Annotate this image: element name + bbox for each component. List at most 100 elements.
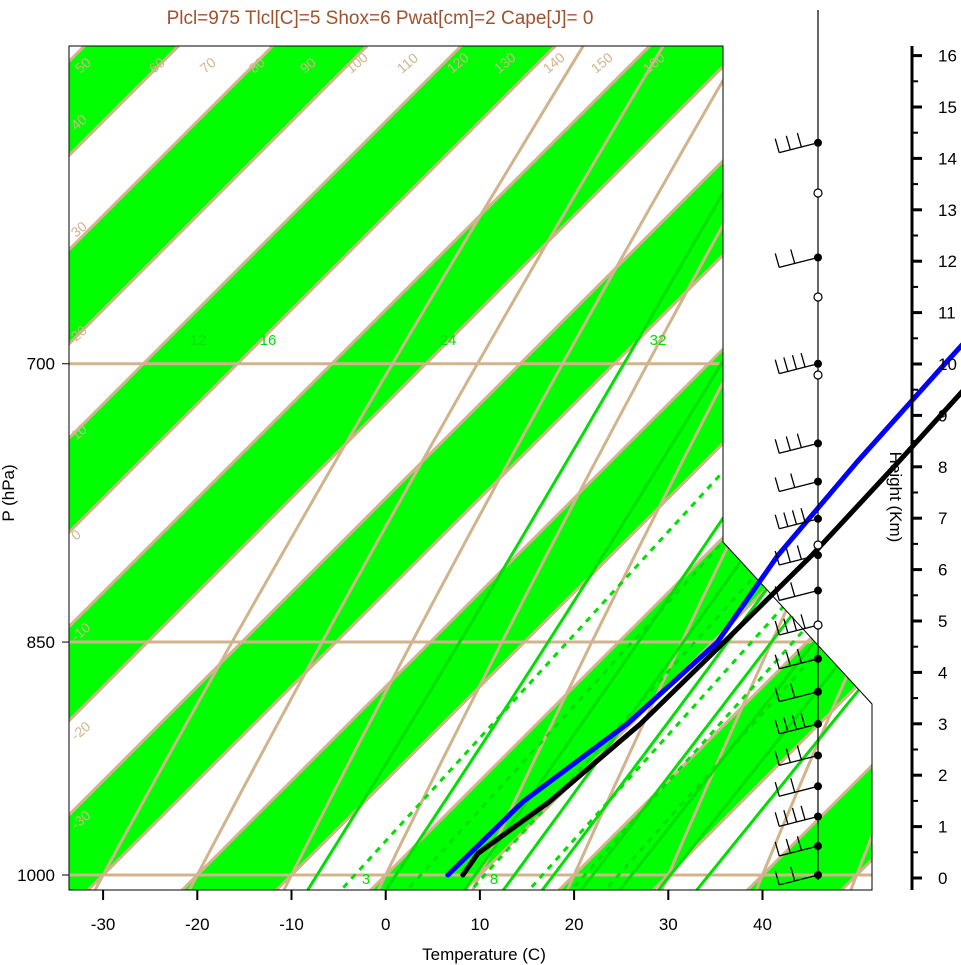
moist-adiabat xyxy=(489,46,872,890)
x-tick-label: 0 xyxy=(381,915,390,934)
y-tick-label: 850 xyxy=(27,633,55,652)
wind-barb-shaft xyxy=(779,256,819,269)
moist-adiabat xyxy=(602,46,872,890)
wind-barb-feather xyxy=(783,810,789,825)
height-tick-label: 5 xyxy=(938,612,947,631)
wind-barb-feather xyxy=(791,715,798,730)
wind-barb-shaft xyxy=(779,874,819,886)
wind-barb-feather xyxy=(785,135,791,151)
dry-adiabat xyxy=(439,46,872,890)
wind-barb-feather xyxy=(774,719,780,735)
wind-barb-feather xyxy=(785,436,791,451)
wind-barb-feather xyxy=(785,838,791,854)
wind-barb-feather xyxy=(774,253,780,268)
wind-barb-shaft xyxy=(779,815,819,828)
mixing-ratio-label: 24 xyxy=(440,332,457,349)
wind-barb-shaft xyxy=(779,754,819,767)
height-tick-label: 15 xyxy=(938,98,957,117)
y-tick-label: 700 xyxy=(27,355,55,374)
wind-barb-feather xyxy=(791,807,798,823)
mixing-ratio-label: 3 xyxy=(362,871,370,888)
x-axis: -30 -20 -10 0 10 20 30 40 xyxy=(69,889,872,934)
wind-barb-shaft xyxy=(779,518,819,530)
height-tick-label: 1 xyxy=(938,818,947,837)
wind-barb-feather xyxy=(774,687,780,702)
moist-adiabat xyxy=(413,46,872,890)
dry-adiabat xyxy=(920,0,961,959)
isotherm-label: 20 xyxy=(730,242,752,264)
wind-level-open-dot xyxy=(813,370,823,380)
height-tick-label: 2 xyxy=(938,766,947,785)
wind-barb-feather xyxy=(796,648,803,664)
height-tick-label: 7 xyxy=(938,509,947,528)
height-tick-label: 8 xyxy=(938,458,947,477)
wind-barb-feather xyxy=(783,357,789,372)
wind-barb-shaft xyxy=(779,691,819,703)
dry-adiabat xyxy=(152,46,872,890)
isotherm-label: 0 xyxy=(68,526,84,543)
temperature-profile-line xyxy=(460,389,961,878)
isotherm-label: 10 xyxy=(730,352,752,374)
mixing-ratio-label: 12 xyxy=(190,332,207,349)
wind-level-open-dot xyxy=(813,292,823,302)
wind-barb-feather xyxy=(800,614,806,629)
dry-adiabat xyxy=(69,46,872,890)
wind-barb-shaft xyxy=(779,554,819,566)
wind-barb-feather xyxy=(774,550,780,566)
x-tick-label: -10 xyxy=(279,915,304,934)
wind-barb-feather xyxy=(774,654,780,669)
wind-barb-feather xyxy=(791,616,798,631)
moist-adiabat xyxy=(263,46,872,890)
wind-barb-shaft xyxy=(779,624,819,636)
height-tick-label: 4 xyxy=(938,663,947,682)
sounding-series xyxy=(445,342,961,878)
wind-barb-feather xyxy=(774,138,780,153)
wind-barb-feather xyxy=(800,713,806,728)
x-tick-label: 20 xyxy=(565,915,584,934)
isotherm-line xyxy=(112,46,872,890)
wind-barb-feather xyxy=(790,866,796,882)
height-tick-label: 16 xyxy=(938,47,957,66)
wind-barb-shaft xyxy=(779,363,819,375)
isotherm-line xyxy=(69,46,872,890)
wind-barb-feather xyxy=(800,805,806,820)
wind-barb-feather xyxy=(796,545,803,560)
wind-barb-feather xyxy=(796,745,803,760)
isotherm-label: 110 xyxy=(394,50,422,77)
height-tick-label: 3 xyxy=(938,715,947,734)
wind-barb-feather xyxy=(800,352,806,368)
moist-adiabat xyxy=(640,46,872,890)
height-axis-label: Height (Km) xyxy=(886,452,905,543)
y-axis-label: P (hPa) xyxy=(0,464,18,521)
dry-adiabat xyxy=(631,46,872,890)
dry-adiabat xyxy=(248,46,872,890)
x-tick-label: -20 xyxy=(185,915,210,934)
wind-barb-shaft xyxy=(779,480,819,493)
wind-barb-feather xyxy=(796,836,803,851)
wind-level-open-dot xyxy=(813,188,823,198)
wind-level-open-dot xyxy=(813,540,823,550)
mixing-ratio-label: 16 xyxy=(260,332,277,349)
wind-barb-feather xyxy=(783,717,789,732)
wind-barb-feather xyxy=(774,514,780,529)
isotherm-label: 0 xyxy=(730,465,746,482)
x-tick-label: -30 xyxy=(91,915,116,934)
wind-barb-feather xyxy=(774,870,780,886)
y-axis: 1001502002503004005007008501000 xyxy=(17,355,69,885)
wind-barb-feather xyxy=(790,473,796,488)
wind-barb-feather xyxy=(783,512,789,527)
isotherm-label: 70 xyxy=(197,54,219,76)
isotherm-label: 30 xyxy=(730,130,752,152)
wind-barb-feather xyxy=(790,249,796,264)
wind-barb-feather xyxy=(774,439,780,454)
moist-adiabat xyxy=(527,46,872,890)
height-tick-label: 0 xyxy=(938,869,947,888)
mixing-ratio-label: 8 xyxy=(490,871,498,888)
wind-barb-feather xyxy=(796,433,803,448)
mixing-ratio-line xyxy=(343,46,872,890)
wind-barb-shaft xyxy=(779,442,819,454)
